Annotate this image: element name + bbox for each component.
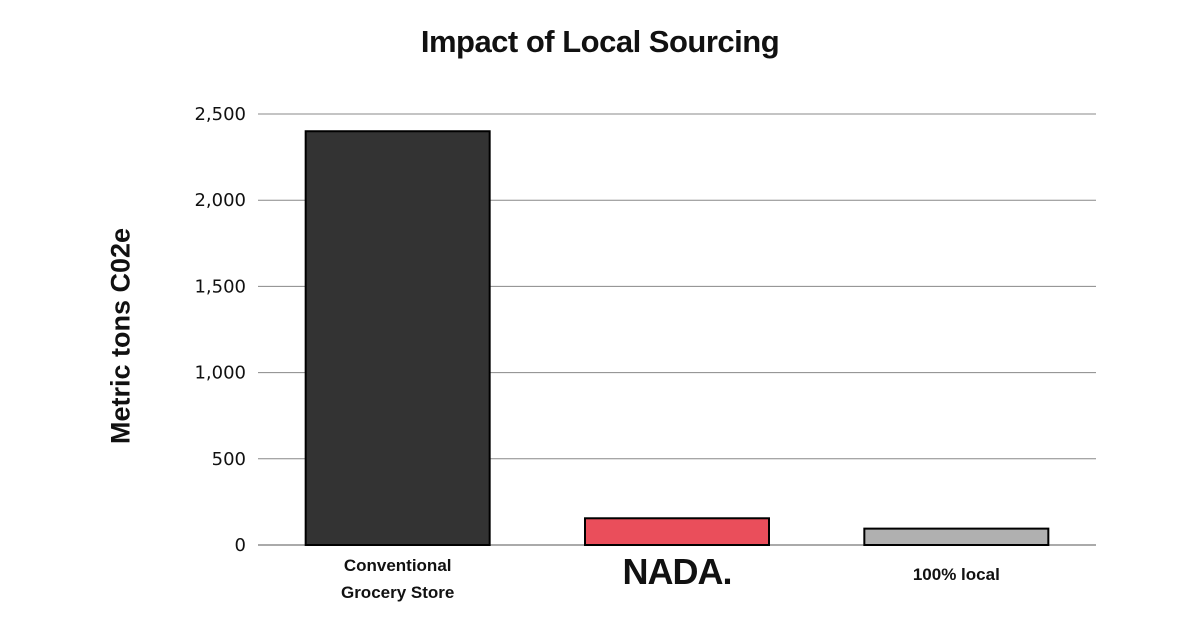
- y-tick-label: 2,000: [194, 190, 246, 211]
- y-tick-label: 0: [235, 535, 246, 556]
- bar: [584, 517, 770, 547]
- x-axis-labels: Conventional Grocery Store NADA. 100% local: [341, 551, 1000, 602]
- chart-title: Impact of Local Sourcing: [420, 24, 780, 59]
- x-tick-label: NADA.: [623, 551, 732, 592]
- y-tick-label: 500: [212, 449, 246, 470]
- x-tick-label: Conventional Grocery Store: [341, 556, 454, 602]
- bar: [304, 130, 491, 547]
- y-tick-label: 2,500: [194, 104, 246, 125]
- y-axis-ticks: 0 500 1,000 1,500 2,000 2,500: [194, 104, 246, 556]
- y-tick-label: 1,000: [194, 363, 246, 384]
- bars: [304, 130, 1050, 547]
- x-tick-label: 100% local: [913, 565, 1000, 584]
- y-tick-label: 1,500: [194, 276, 246, 297]
- bar: [863, 527, 1050, 547]
